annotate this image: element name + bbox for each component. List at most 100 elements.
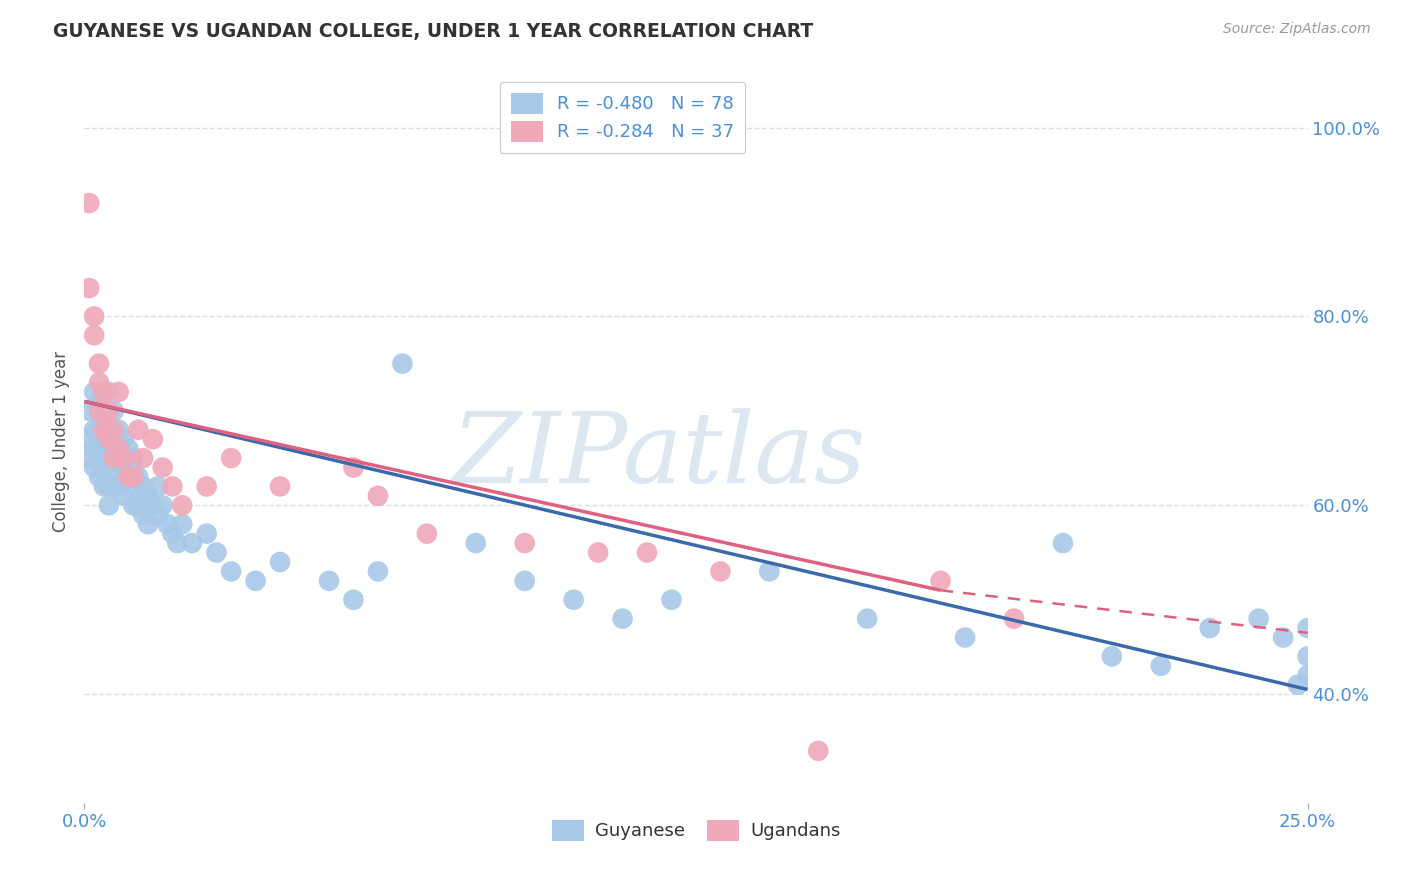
Point: [1150, 658, 1173, 673]
Point: [107, 423, 129, 437]
Point: [103, 423, 125, 437]
Point: [77, 404, 100, 418]
Y-axis label: College, Under 1 year: College, Under 1 year: [52, 351, 70, 533]
Point: [97, 479, 120, 493]
Point: [93, 479, 115, 493]
Text: ZIPatlas: ZIPatlas: [451, 409, 866, 504]
Point: [107, 384, 129, 399]
Point: [107, 451, 129, 466]
Point: [636, 545, 658, 559]
Point: [513, 536, 536, 550]
Point: [612, 612, 634, 626]
Point: [162, 526, 184, 541]
Point: [152, 498, 174, 512]
Point: [122, 498, 145, 512]
Point: [709, 565, 731, 579]
Text: GUYANESE VS UGANDAN COLLEGE, UNDER 1 YEAR CORRELATION CHART: GUYANESE VS UGANDAN COLLEGE, UNDER 1 YEA…: [53, 22, 814, 41]
Point: [122, 479, 145, 493]
Point: [77, 196, 100, 211]
Point: [87, 357, 110, 371]
Point: [367, 565, 389, 579]
Text: Source: ZipAtlas.com: Source: ZipAtlas.com: [1223, 22, 1371, 37]
Point: [416, 526, 439, 541]
Point: [807, 744, 830, 758]
Point: [93, 413, 115, 427]
Point: [562, 592, 585, 607]
Point: [117, 442, 139, 456]
Point: [1296, 668, 1319, 682]
Point: [77, 281, 100, 295]
Point: [83, 310, 105, 324]
Point: [127, 423, 149, 437]
Point: [391, 357, 413, 371]
Point: [103, 432, 125, 446]
Point: [97, 384, 120, 399]
Point: [117, 470, 139, 484]
Point: [93, 460, 115, 475]
Point: [77, 432, 100, 446]
Point: [758, 565, 780, 579]
Point: [117, 470, 139, 484]
Point: [87, 394, 110, 409]
Point: [132, 508, 155, 522]
Point: [103, 451, 125, 466]
Point: [77, 451, 100, 466]
Point: [269, 479, 291, 493]
Point: [107, 442, 129, 456]
Point: [97, 498, 120, 512]
Point: [1272, 631, 1295, 645]
Point: [83, 328, 105, 343]
Point: [142, 498, 165, 512]
Point: [132, 451, 155, 466]
Point: [181, 536, 204, 550]
Point: [1296, 621, 1319, 635]
Point: [87, 404, 110, 418]
Point: [269, 555, 291, 569]
Point: [122, 451, 145, 466]
Point: [136, 489, 159, 503]
Point: [107, 479, 129, 493]
Point: [1101, 649, 1123, 664]
Point: [136, 517, 159, 532]
Point: [318, 574, 340, 588]
Point: [367, 489, 389, 503]
Point: [103, 460, 125, 475]
Point: [156, 517, 179, 532]
Point: [83, 460, 105, 475]
Point: [103, 404, 125, 418]
Point: [1052, 536, 1074, 550]
Point: [127, 498, 149, 512]
Point: [83, 423, 105, 437]
Point: [245, 574, 267, 588]
Point: [93, 442, 115, 456]
Point: [219, 451, 242, 466]
Point: [83, 442, 105, 456]
Point: [195, 526, 218, 541]
Point: [219, 565, 242, 579]
Point: [87, 423, 110, 437]
Point: [93, 384, 115, 399]
Point: [127, 470, 149, 484]
Point: [146, 479, 169, 493]
Point: [112, 432, 135, 446]
Point: [856, 612, 879, 626]
Point: [152, 460, 174, 475]
Point: [93, 423, 115, 437]
Point: [146, 508, 169, 522]
Point: [87, 404, 110, 418]
Point: [112, 451, 135, 466]
Point: [112, 489, 135, 503]
Point: [195, 479, 218, 493]
Point: [112, 460, 135, 475]
Point: [661, 592, 683, 607]
Point: [97, 404, 120, 418]
Point: [97, 451, 120, 466]
Legend: Guyanese, Ugandans: Guyanese, Ugandans: [544, 813, 848, 848]
Point: [172, 498, 194, 512]
Point: [586, 545, 609, 559]
Point: [97, 423, 120, 437]
Point: [342, 460, 364, 475]
Point: [166, 536, 188, 550]
Point: [342, 592, 364, 607]
Point: [953, 631, 976, 645]
